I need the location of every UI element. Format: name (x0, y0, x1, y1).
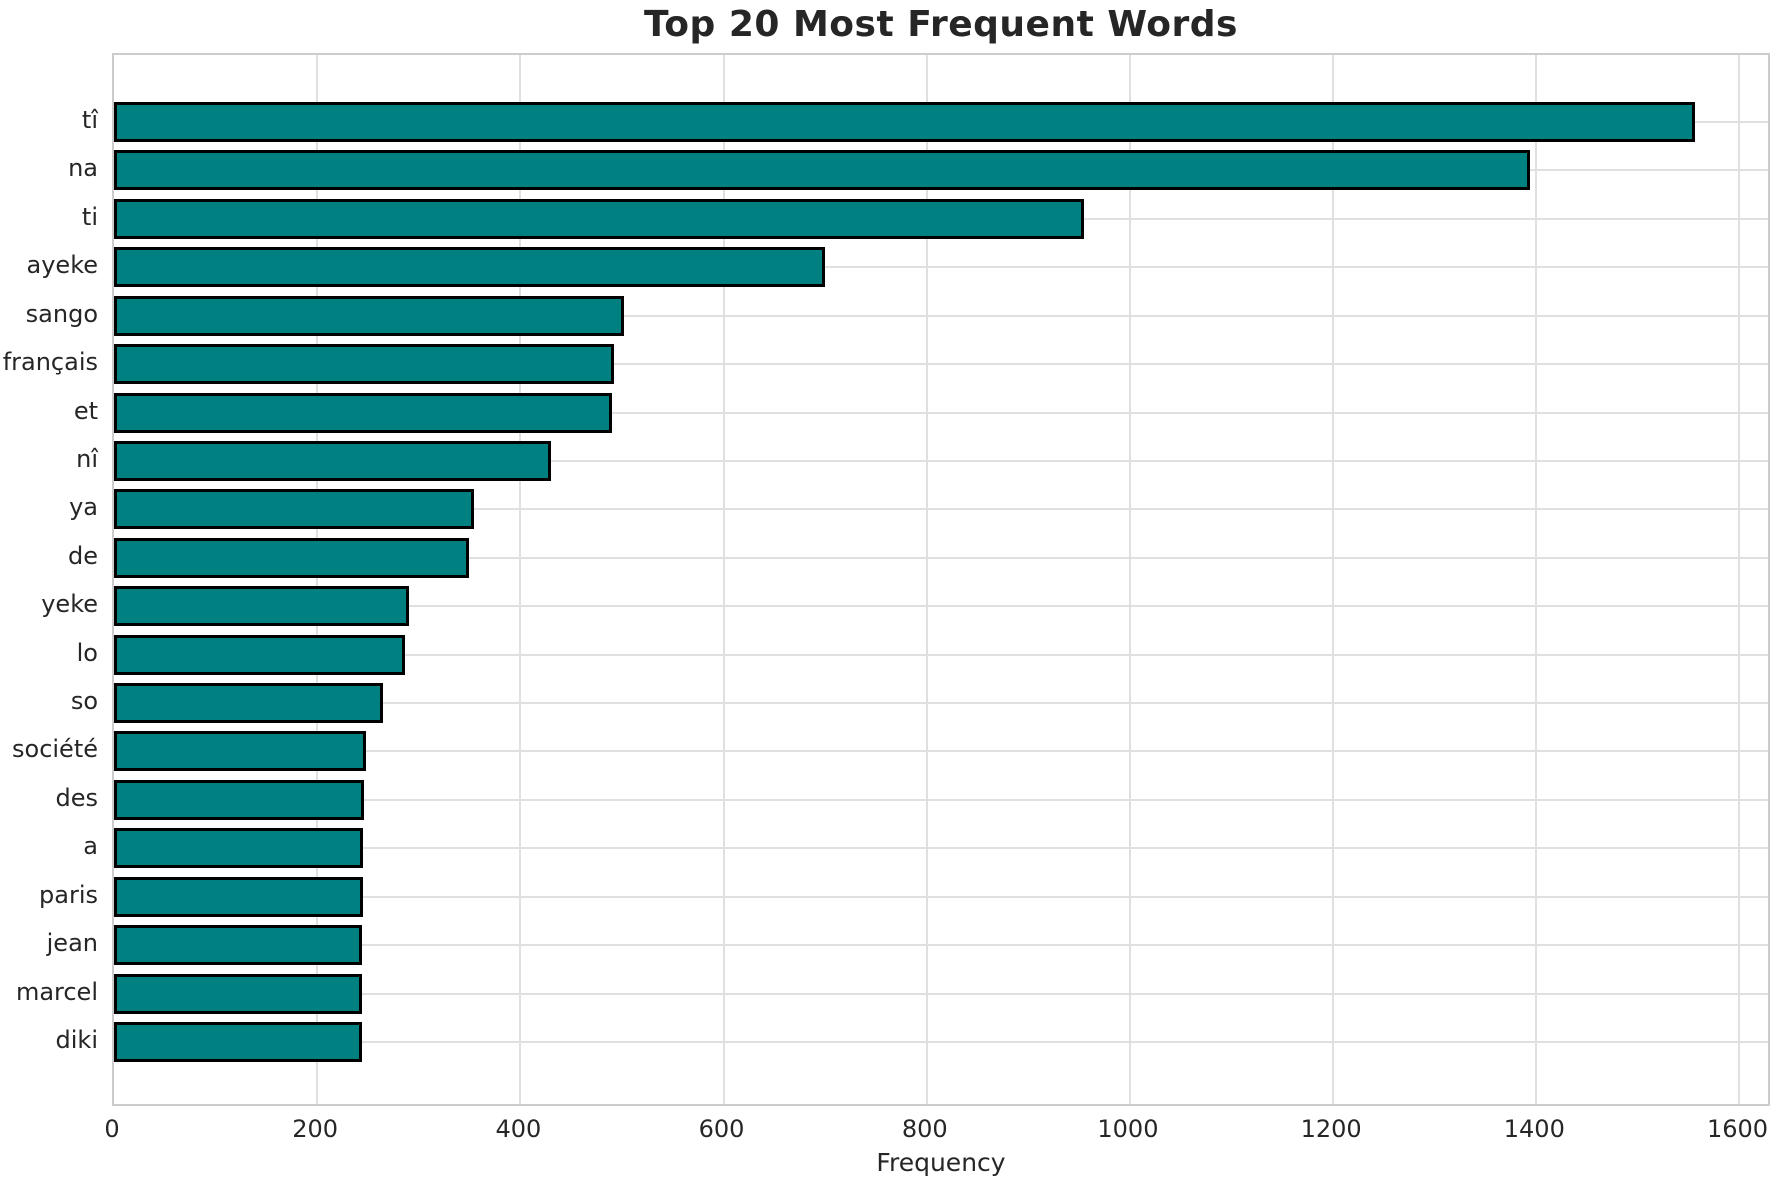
y-tick-label: ya (69, 493, 98, 522)
gridline-horizontal (114, 750, 1768, 753)
y-tick-label: a (83, 832, 98, 861)
gridline-horizontal (114, 798, 1768, 801)
bar-yeke (114, 586, 409, 627)
gridline-horizontal (114, 702, 1768, 705)
y-tick-label: lo (76, 638, 98, 667)
y-tick-label: na (68, 154, 98, 183)
gridline-horizontal (114, 1040, 1768, 1043)
bar-paris (114, 876, 363, 917)
y-tick-label: des (55, 783, 98, 812)
gridline-vertical (722, 55, 725, 1104)
gridline-vertical (1128, 55, 1131, 1104)
gridline-horizontal (114, 992, 1768, 995)
bar-marcel (114, 973, 362, 1014)
bar-a (114, 828, 363, 869)
bar-ya (114, 489, 474, 530)
y-tick-label: de (68, 541, 98, 570)
x-tick-label: 1400 (1503, 1115, 1565, 1143)
bar-tî (114, 102, 1695, 142)
gridline-horizontal (114, 605, 1768, 608)
bar-sango (114, 295, 624, 336)
gridline-horizontal (114, 266, 1768, 269)
x-tick-label: 1600 (1706, 1115, 1769, 1143)
bar-diki (114, 1021, 362, 1062)
gridline-horizontal (114, 314, 1768, 317)
bar-jean (114, 925, 362, 966)
y-tick-label: ayeke (26, 251, 98, 280)
y-tick-label: ti (81, 202, 98, 231)
y-tick-label: société (12, 735, 98, 764)
gridline-horizontal (114, 363, 1768, 366)
x-tick-label: 400 (495, 1115, 542, 1143)
gridline-horizontal (114, 459, 1768, 462)
y-tick-label: jean (46, 929, 98, 958)
gridline-horizontal (114, 556, 1768, 559)
y-tick-label: marcel (15, 977, 98, 1006)
gridline-horizontal (114, 895, 1768, 898)
gridline-horizontal (114, 411, 1768, 414)
gridline-vertical (316, 55, 319, 1104)
gridline-horizontal (114, 653, 1768, 656)
gridline-horizontal (114, 847, 1768, 850)
y-tick-label: paris (39, 880, 98, 909)
gridline-vertical (1332, 55, 1335, 1104)
gridline-vertical (1535, 55, 1538, 1104)
plot-area (112, 53, 1770, 1106)
gridline-vertical (1738, 55, 1741, 1104)
bar-et (114, 392, 612, 433)
bar-ti (114, 198, 1085, 239)
x-tick-label: 200 (292, 1115, 339, 1143)
bar-lo (114, 634, 405, 675)
x-axis-label: Frequency (876, 1148, 1006, 1177)
y-tick-label: so (70, 687, 98, 716)
x-tick-label: 1200 (1300, 1115, 1362, 1143)
chart-title: Top 20 Most Frequent Words (644, 4, 1238, 45)
y-tick-label: sango (25, 299, 98, 328)
bar-ayeke (114, 247, 826, 288)
bar-français (114, 344, 614, 385)
bar-société (114, 731, 366, 772)
gridline-vertical (925, 55, 928, 1104)
x-tick-label: 0 (104, 1115, 120, 1143)
y-tick-label: tî (81, 106, 98, 134)
bar-so (114, 683, 384, 724)
y-tick-label: nî (76, 444, 98, 473)
bar-nî (114, 440, 551, 481)
y-tick-label: français (2, 348, 98, 377)
gridline-vertical (519, 55, 522, 1104)
x-tick-label: 800 (901, 1115, 948, 1143)
y-tick-label: yeke (41, 590, 98, 619)
bar-des (114, 779, 364, 820)
y-tick-label: diki (55, 1025, 98, 1054)
bar-de (114, 537, 469, 578)
bar-na (114, 150, 1531, 191)
y-tick-label: et (73, 396, 98, 425)
gridline-horizontal (114, 508, 1768, 511)
x-tick-label: 1000 (1097, 1115, 1159, 1143)
gridline-horizontal (114, 944, 1768, 947)
x-tick-label: 600 (698, 1115, 745, 1143)
